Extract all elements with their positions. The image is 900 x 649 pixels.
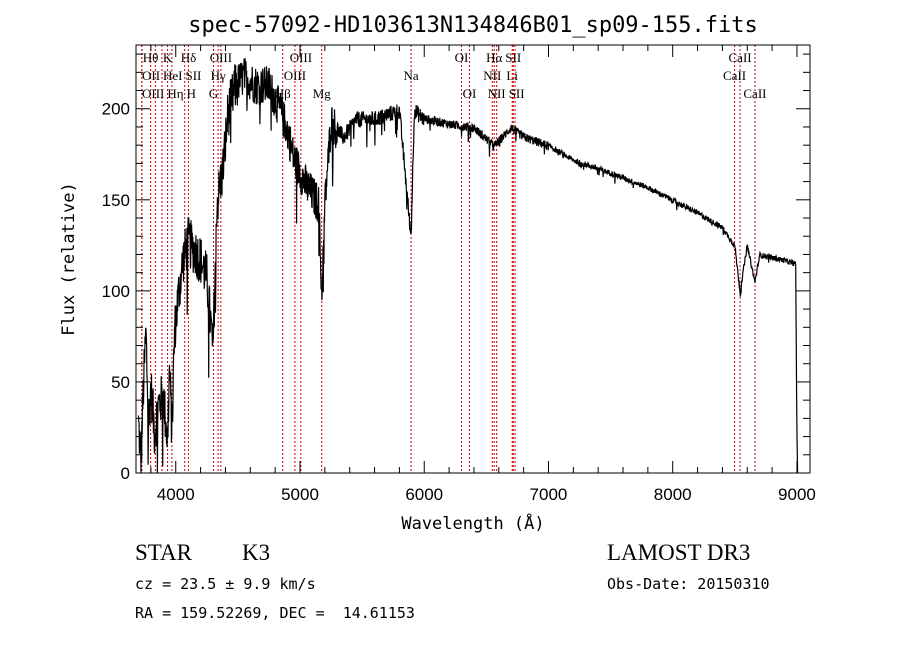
spectral-line-label: Hδ bbox=[181, 50, 197, 65]
spectral-line-label: OI bbox=[463, 86, 477, 101]
spectral-line-label: SII bbox=[186, 68, 202, 83]
spectral-line-label: NII bbox=[483, 68, 501, 83]
y-tick-label: 0 bbox=[121, 464, 130, 483]
coordinates: RA = 159.52269, DEC = 14.61153 bbox=[135, 604, 415, 622]
spectral-line-label: NII bbox=[488, 86, 506, 101]
spectral-line-label: OIII bbox=[142, 86, 164, 101]
y-axis-label: Flux (relative) bbox=[59, 182, 79, 336]
spectral-line-label: K bbox=[163, 50, 173, 65]
x-tick-label: 6000 bbox=[405, 485, 443, 504]
spectral-line-label: CaII bbox=[729, 50, 752, 65]
spectrum-line bbox=[137, 58, 799, 474]
spectral-line-label: Mg bbox=[313, 86, 332, 101]
spectral-line-label: OIII bbox=[290, 50, 312, 65]
spectral-line-label: HeI bbox=[163, 68, 183, 83]
spectral-line-label: OI bbox=[455, 50, 469, 65]
spectral-line-label: SII bbox=[505, 50, 521, 65]
spectral-line-markers bbox=[141, 45, 756, 473]
spectral-line-label: CaII bbox=[723, 68, 746, 83]
spectral-line-label: Hη bbox=[167, 86, 183, 101]
spectral-line-label: CaII bbox=[743, 86, 766, 101]
spectral-line-label: G bbox=[209, 86, 218, 101]
spectral-line-label: OIII bbox=[210, 50, 232, 65]
chart-title: spec-57092-HD103613N134846B01_sp09-155.f… bbox=[188, 13, 758, 38]
y-tick-label: 200 bbox=[102, 100, 130, 119]
spectral-line-label: H bbox=[187, 86, 196, 101]
survey-name: LAMOST DR3 bbox=[607, 540, 751, 565]
spectral-line-label: OIII bbox=[284, 68, 306, 83]
x-tick-label: 5000 bbox=[281, 485, 319, 504]
x-tick-label: 9000 bbox=[778, 485, 816, 504]
spectral-line-label: Hθ bbox=[143, 50, 159, 65]
spectral-line-label: Na bbox=[404, 68, 419, 83]
spectral-line-label: SII bbox=[509, 86, 525, 101]
spectral-line-label: Li bbox=[506, 68, 518, 83]
y-tick-label: 50 bbox=[111, 373, 130, 392]
axes: 4000 5000 6000 7000 8000 9000 0 50 100 150 200 bbox=[102, 44, 816, 504]
spectral-line-label: OII bbox=[142, 68, 160, 83]
spectral-line-label: Hα bbox=[486, 50, 502, 65]
redshift-readout: cz = 23.5 ± 9.9 km/s bbox=[135, 575, 316, 593]
x-axis-label: Wavelength (Å) bbox=[401, 512, 544, 534]
y-tick-label: 150 bbox=[102, 191, 130, 210]
y-tick-label: 100 bbox=[102, 282, 130, 301]
object-class: STAR bbox=[135, 540, 192, 565]
x-tick-label: 7000 bbox=[530, 485, 568, 504]
plot-frame bbox=[135, 44, 811, 474]
object-subclass: K3 bbox=[242, 540, 271, 565]
obs-date: Obs-Date: 20150310 bbox=[607, 575, 770, 593]
x-tick-label: 8000 bbox=[654, 485, 692, 504]
spectral-line-label: Hγ bbox=[211, 68, 226, 83]
x-tick-label: 4000 bbox=[157, 485, 195, 504]
